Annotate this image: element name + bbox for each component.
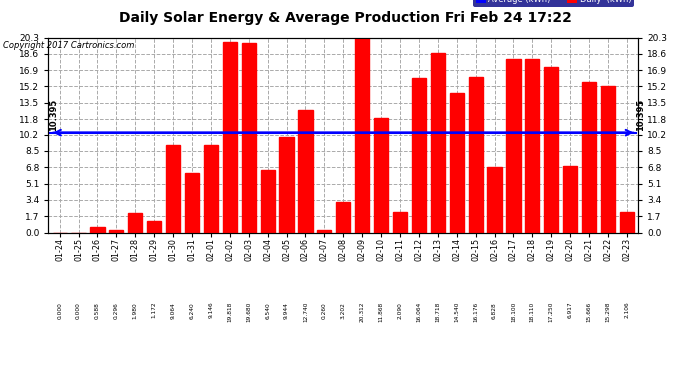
- Text: 2.090: 2.090: [397, 302, 402, 319]
- Bar: [204, 145, 218, 232]
- Text: 19.818: 19.818: [227, 302, 233, 322]
- Bar: [336, 202, 351, 232]
- Text: 19.680: 19.680: [246, 302, 251, 322]
- Text: 20.312: 20.312: [359, 302, 365, 322]
- Text: 18.110: 18.110: [530, 302, 535, 322]
- Text: 14.540: 14.540: [454, 302, 460, 322]
- Bar: [412, 78, 426, 232]
- Text: 0.296: 0.296: [114, 302, 119, 319]
- Bar: [374, 118, 388, 232]
- Text: 1.172: 1.172: [152, 302, 157, 318]
- Bar: [261, 170, 275, 232]
- Bar: [241, 44, 256, 232]
- Text: 9.944: 9.944: [284, 302, 289, 319]
- Text: 15.298: 15.298: [606, 302, 611, 322]
- Bar: [109, 230, 124, 232]
- Bar: [582, 82, 596, 232]
- Bar: [223, 42, 237, 232]
- Text: 9.064: 9.064: [170, 302, 175, 319]
- Text: 0.260: 0.260: [322, 302, 327, 319]
- Text: 10.395: 10.395: [50, 99, 59, 131]
- Text: 17.250: 17.250: [549, 302, 554, 322]
- Text: 16.176: 16.176: [473, 302, 478, 322]
- Text: 11.868: 11.868: [379, 302, 384, 322]
- Text: 10.395: 10.395: [635, 99, 644, 131]
- Bar: [601, 86, 615, 232]
- Text: 3.202: 3.202: [341, 302, 346, 319]
- Text: 0.000: 0.000: [76, 302, 81, 319]
- Text: 18.100: 18.100: [511, 302, 516, 322]
- Bar: [431, 53, 445, 232]
- Bar: [317, 230, 331, 232]
- Bar: [487, 167, 502, 232]
- Bar: [147, 221, 161, 232]
- Bar: [166, 146, 180, 232]
- Bar: [90, 227, 105, 232]
- Bar: [393, 212, 407, 232]
- Text: Daily Solar Energy & Average Production Fri Feb 24 17:22: Daily Solar Energy & Average Production …: [119, 11, 571, 25]
- Text: 9.146: 9.146: [208, 302, 213, 318]
- Text: 18.718: 18.718: [435, 302, 440, 322]
- Legend: Average (kWh), Daily  (kWh): Average (kWh), Daily (kWh): [473, 0, 634, 7]
- Text: 12.740: 12.740: [303, 302, 308, 322]
- Text: 6.828: 6.828: [492, 302, 497, 319]
- Bar: [525, 58, 540, 232]
- Bar: [128, 213, 142, 232]
- Bar: [469, 77, 483, 232]
- Bar: [563, 166, 578, 232]
- Bar: [185, 172, 199, 232]
- Bar: [355, 38, 369, 232]
- Text: 16.064: 16.064: [416, 302, 422, 322]
- Text: 6.540: 6.540: [265, 302, 270, 319]
- Text: 2.106: 2.106: [624, 302, 629, 318]
- Text: 0.000: 0.000: [57, 302, 62, 319]
- Bar: [450, 93, 464, 232]
- Bar: [506, 58, 520, 232]
- Text: Copyright 2017 Cartronics.com: Copyright 2017 Cartronics.com: [3, 41, 135, 50]
- Bar: [544, 67, 558, 232]
- Bar: [298, 110, 313, 232]
- Bar: [620, 212, 634, 232]
- Bar: [279, 137, 294, 232]
- Text: 15.666: 15.666: [586, 302, 591, 322]
- Text: 6.240: 6.240: [190, 302, 195, 319]
- Text: 0.588: 0.588: [95, 302, 100, 319]
- Text: 1.980: 1.980: [132, 302, 138, 319]
- Text: 6.917: 6.917: [568, 302, 573, 318]
